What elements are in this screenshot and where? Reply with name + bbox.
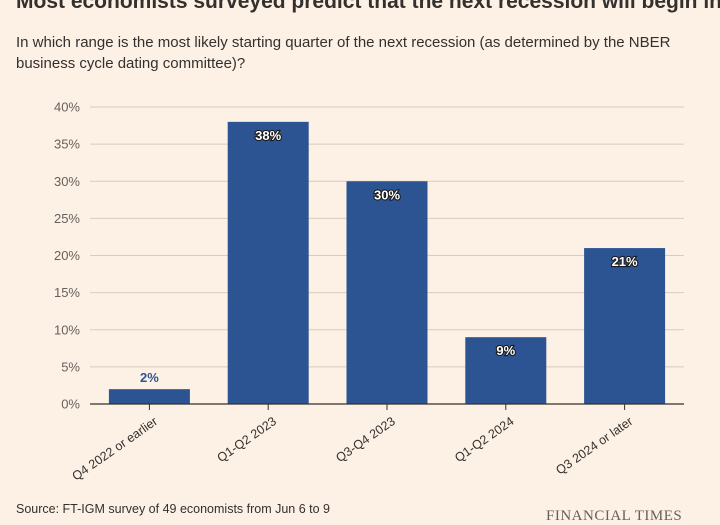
bar: [227, 121, 309, 404]
bar-value-label: 9%: [496, 343, 515, 358]
y-tick-label: 35%: [54, 137, 80, 152]
brand-logo: FINANCIAL TIMES: [546, 508, 683, 524]
bar: [465, 337, 547, 404]
x-category-label: Q3 2024 or later: [553, 414, 635, 477]
source-note: Source: FT-IGM survey of 49 economists f…: [16, 502, 331, 516]
bar: [584, 248, 666, 404]
chart-title: Most economists surveyed predict that th…: [16, 0, 720, 13]
y-tick-label: 20%: [54, 248, 80, 263]
y-tick-label: 40%: [54, 100, 80, 115]
y-tick-label: 30%: [54, 174, 80, 189]
chart-subtitle: In which range is the most likely starti…: [16, 34, 671, 72]
bar-value-label: 38%: [255, 128, 281, 143]
y-tick-label: 10%: [54, 322, 80, 337]
x-category-label: Q4 2022 or earlier: [70, 414, 161, 483]
bar-value-label: 2%: [140, 370, 159, 385]
x-category-label: Q3-Q4 2023: [333, 414, 397, 465]
y-tick-label: 5%: [61, 359, 80, 374]
y-tick-label: 15%: [54, 285, 80, 300]
bar-value-label: 21%: [612, 254, 638, 269]
bar: [108, 389, 190, 404]
x-category-label: Q1-Q2 2024: [452, 414, 516, 465]
bar: [346, 181, 428, 404]
x-category-label: Q1-Q2 2023: [215, 414, 279, 465]
bar-value-label: 30%: [374, 187, 400, 202]
y-tick-label: 25%: [54, 211, 80, 226]
y-tick-label: 0%: [61, 397, 80, 412]
